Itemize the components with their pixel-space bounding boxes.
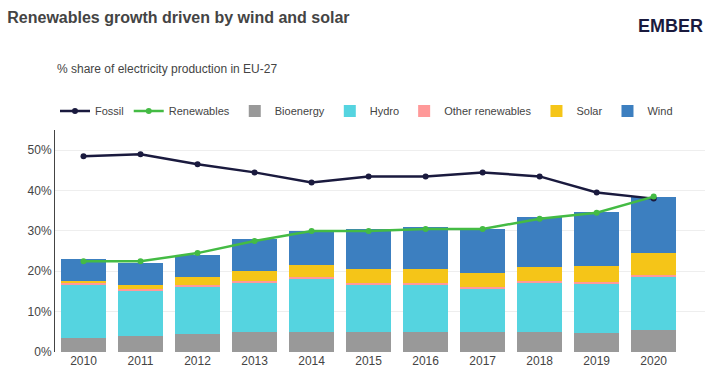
svg-text:Renewables: Renewables bbox=[169, 105, 230, 117]
svg-text:30%: 30% bbox=[28, 224, 52, 238]
svg-text:Hydro: Hydro bbox=[370, 105, 399, 117]
svg-text:2014: 2014 bbox=[298, 354, 325, 368]
svg-text:2013: 2013 bbox=[241, 354, 268, 368]
svg-text:2016: 2016 bbox=[412, 354, 439, 368]
svg-text:2015: 2015 bbox=[355, 354, 382, 368]
svg-text:2010: 2010 bbox=[70, 354, 97, 368]
svg-text:2017: 2017 bbox=[469, 354, 496, 368]
svg-text:Other renewables: Other renewables bbox=[444, 105, 531, 117]
svg-text:EMBER: EMBER bbox=[638, 16, 703, 36]
svg-text:Bioenergy: Bioenergy bbox=[275, 105, 325, 117]
svg-text:0%: 0% bbox=[34, 345, 52, 359]
svg-text:50%: 50% bbox=[28, 143, 52, 157]
svg-text:Wind: Wind bbox=[647, 105, 672, 117]
svg-text:2012: 2012 bbox=[184, 354, 211, 368]
svg-text:20%: 20% bbox=[28, 264, 52, 278]
svg-text:2018: 2018 bbox=[526, 354, 553, 368]
svg-text:2020: 2020 bbox=[640, 354, 667, 368]
svg-text:Solar: Solar bbox=[576, 105, 602, 117]
svg-text:2019: 2019 bbox=[583, 354, 610, 368]
svg-text:40%: 40% bbox=[28, 184, 52, 198]
svg-text:2011: 2011 bbox=[128, 354, 154, 368]
svg-text:10%: 10% bbox=[28, 305, 52, 319]
svg-text:Fossil: Fossil bbox=[95, 105, 124, 117]
svg-text:Renewables growth driven by wi: Renewables growth driven by wind and sol… bbox=[7, 9, 349, 26]
svg-text:% share of electricity product: % share of electricity production in EU-… bbox=[57, 62, 277, 76]
